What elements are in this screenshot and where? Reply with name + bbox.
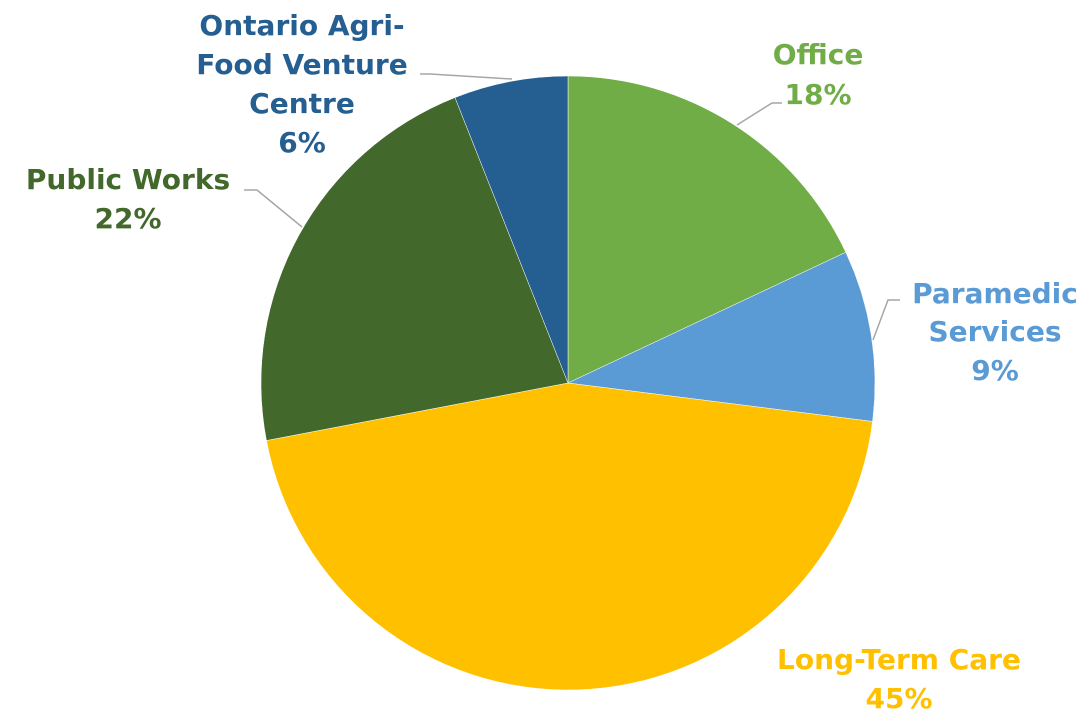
pie-slice-public: [260, 97, 569, 441]
pie-slices: [260, 75, 876, 691]
leader-line-public: [244, 189, 303, 228]
slice-name-public: Public Works: [26, 163, 230, 196]
slice-percent-paramedic: 9%: [971, 354, 1019, 387]
slice-name-ltc: Long-Term Care: [777, 643, 1021, 676]
slice-name-ontario: Ontario Agri-: [199, 9, 404, 42]
slice-name-ontario: Food Venture: [196, 48, 407, 81]
slice-label-office: Office 18%: [773, 38, 864, 111]
pie-slice-ontario: [454, 75, 569, 384]
slice-label-paramedic: Paramedic Services 9%: [912, 277, 1078, 387]
slice-label-public: Public Works 22%: [26, 163, 230, 235]
slice-name-paramedic: Services: [928, 315, 1061, 348]
slice-label-ontario: Ontario Agri- Food Venture Centre 6%: [196, 9, 407, 159]
slice-percent-ontario: 6%: [278, 126, 326, 159]
leader-line-paramedic: [872, 299, 900, 341]
slice-percent-public: 22%: [94, 202, 161, 235]
leader-lines: [244, 73, 900, 341]
pie-slice-ltc: [266, 382, 873, 691]
slice-name-paramedic: Paramedic: [912, 277, 1078, 310]
leader-line-office: [736, 102, 782, 126]
slice-name-office: Office: [773, 38, 864, 71]
leader-line-ontario: [420, 73, 513, 80]
slice-percent-office: 18%: [784, 78, 851, 111]
slice-percent-ltc: 45%: [865, 682, 932, 713]
pie-slice-office: [567, 75, 847, 384]
pie-slice-paramedic: [567, 251, 876, 422]
slice-name-ontario: Centre: [249, 87, 355, 120]
slice-labels: Office 18% Paramedic Services 9% Long-Term Ca…: [26, 9, 1078, 713]
slice-label-ltc: Long-Term Care 45%: [777, 643, 1021, 713]
